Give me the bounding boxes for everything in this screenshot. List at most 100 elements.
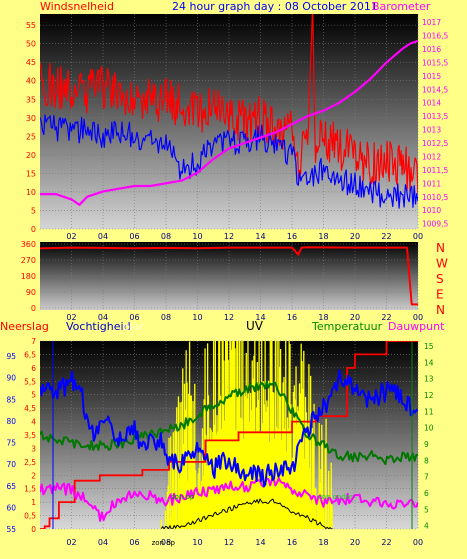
temperature-tick-label: 13 [424, 375, 434, 384]
barometer-tick-label: 1015,5 [422, 58, 448, 67]
rain-label: Neerslag [0, 320, 49, 333]
wind-tick-label: 15 [26, 169, 36, 178]
wind-tick-label: 50 [26, 40, 36, 49]
x-tick-label: 22 [381, 232, 391, 241]
wind-tick-label: 30 [26, 114, 36, 123]
humidity-tick-label: 70 [6, 460, 16, 469]
x-tick-label: 22 [381, 538, 391, 547]
rain-tick-label: 3,5 [24, 431, 36, 440]
rain-tick-label: 4,5 [24, 404, 36, 413]
wind-tick-label: 5 [31, 206, 36, 215]
barometer-tick-label: 1013 [422, 126, 441, 135]
x-tick-label: 10 [192, 313, 202, 322]
temperature-line [40, 380, 418, 465]
barometer-tick-label: 1011 [422, 179, 441, 188]
humidity-tick-label: 60 [6, 503, 16, 512]
humidity-tick-label: 95 [6, 352, 16, 361]
direction-tick-label: 180 [21, 272, 36, 281]
humidity-line [40, 369, 418, 488]
humidity-label: Vochtigheid [66, 320, 131, 333]
dewpoint-line [40, 477, 418, 522]
direction-tick-label: 90 [26, 288, 36, 297]
x-tick-label: 10 [192, 232, 202, 241]
direction-tick-label: 360 [21, 240, 36, 249]
barometer-tick-label: 1011,5 [422, 166, 448, 175]
compass-label: S [436, 272, 444, 286]
rain-tick-label: 2 [31, 471, 36, 480]
x-tick-label: 06 [129, 538, 139, 547]
rain-tick-label: 1,5 [24, 485, 36, 494]
x-tick-label: 22 [381, 313, 391, 322]
chart-title: 24 hour graph day : 08 October 2011 [172, 0, 378, 13]
barometer-tick-label: 1017 [422, 18, 441, 27]
wind-tick-label: 55 [26, 21, 36, 30]
x-tick-label: 02 [66, 538, 76, 547]
x-tick-label: 16 [287, 313, 297, 322]
x-tick-label: 20 [350, 538, 360, 547]
solar-radiation-line [160, 498, 333, 529]
rain-tick-label: 0,5 [24, 512, 36, 521]
direction-tick-label: 270 [21, 256, 36, 265]
x-tick-label: 06 [129, 313, 139, 322]
rain-tick-label: 2,5 [24, 458, 36, 467]
temperature-tick-label: 10 [424, 424, 434, 433]
humidity-tick-label: 65 [6, 482, 16, 491]
rain-tick-label: 5 [31, 391, 36, 400]
rain-tick-label: 4 [31, 418, 36, 427]
x-tick-label: 20 [350, 313, 360, 322]
barometer-tick-label: 1013,5 [422, 112, 448, 121]
sunset-inline-label: zon onder [318, 493, 353, 501]
x-tick-label: 18 [318, 538, 328, 547]
x-tick-label: 20 [350, 232, 360, 241]
x-tick-label: 16 [287, 232, 297, 241]
rain-line [40, 341, 418, 529]
humidity-tick-label: 85 [6, 395, 16, 404]
x-tick-label: 04 [98, 538, 108, 547]
x-tick-label: 12 [224, 538, 234, 547]
temperature-tick-label: 6 [424, 489, 429, 498]
uv-label: UV [246, 319, 264, 333]
wind-direction-line [40, 246, 418, 306]
compass-label: N [436, 241, 445, 255]
rain-tick-label: 3 [31, 444, 36, 453]
x-tick-label: 08 [161, 313, 171, 322]
barometer-tick-label: 1009,5 [422, 220, 448, 229]
x-tick-label: 00 [413, 232, 423, 241]
barometer-tick-label: 1014 [422, 99, 441, 108]
x-tick-label: 04 [98, 313, 108, 322]
barometer-tick-label: 1010 [422, 206, 441, 215]
temperature-tick-label: 7 [424, 473, 429, 482]
humidity-tick-label: 90 [6, 374, 16, 383]
humidity-tick-label: 55 [6, 525, 16, 534]
barometer-tick-label: 1016,5 [422, 32, 448, 41]
x-tick-label: 14 [255, 538, 265, 547]
wind-tick-label: 10 [26, 188, 36, 197]
temperature-tick-label: 4 [424, 522, 429, 531]
rain-tick-label: 7 [31, 337, 36, 346]
x-tick-label: 16 [287, 538, 297, 547]
x-tick-label: 08 [161, 232, 171, 241]
x-tick-label: 08 [161, 538, 171, 547]
solar-label: olar [123, 320, 145, 333]
rain-tick-label: 0 [31, 525, 36, 534]
barometer-tick-label: 1012,5 [422, 139, 448, 148]
temperature-tick-label: 9 [424, 440, 429, 449]
x-tick-label: 14 [255, 232, 265, 241]
temperature-tick-label: 15 [424, 342, 434, 351]
direction-tick-label: 0 [31, 304, 36, 313]
temperature-tick-label: 14 [424, 358, 434, 367]
wind-tick-label: 40 [26, 77, 36, 86]
temperature-tick-label: 8 [424, 456, 429, 465]
dewpoint-label: Dauwpunt [388, 320, 445, 333]
x-tick-label: 06 [129, 232, 139, 241]
humidity-tick-label: 75 [6, 439, 16, 448]
wind-tick-label: 20 [26, 151, 36, 160]
barometer-tick-label: 1010,5 [422, 193, 448, 202]
x-tick-label: 02 [66, 232, 76, 241]
temperature-label: Temperatuur [311, 320, 383, 333]
wind-gust-line [40, 14, 418, 194]
wind-speed-label: Windsnelheid [40, 0, 114, 13]
wind-tick-label: 25 [26, 132, 36, 141]
